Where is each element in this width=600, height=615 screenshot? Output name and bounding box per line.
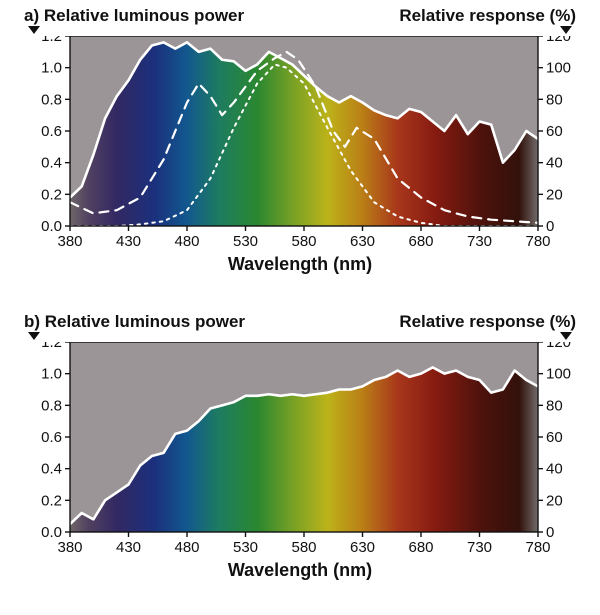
panel-b-tag: b) [24, 312, 40, 331]
svg-text:730: 730 [467, 539, 492, 556]
panel-a-right-label: Relative response (%) [399, 6, 576, 26]
svg-text:730: 730 [467, 233, 492, 250]
svg-text:120: 120 [546, 342, 571, 351]
svg-text:780: 780 [525, 539, 550, 556]
svg-text:780: 780 [525, 233, 550, 250]
panel-a: a) Relative luminous power Relative resp… [18, 6, 582, 254]
triangle-down-marker-icon [28, 332, 40, 340]
svg-text:0.2: 0.2 [41, 492, 62, 509]
svg-text:40: 40 [546, 155, 563, 172]
panel-b: b) Relative luminous power Relative resp… [18, 312, 582, 560]
page: a) Relative luminous power Relative resp… [0, 0, 600, 615]
svg-text:1.2: 1.2 [41, 36, 62, 45]
panel-a-xlabel: Wavelength (nm) [18, 254, 582, 275]
svg-text:0.8: 0.8 [41, 397, 62, 414]
triangle-down-marker-icon [560, 26, 572, 34]
svg-text:1.2: 1.2 [41, 342, 62, 351]
svg-text:480: 480 [174, 539, 199, 556]
svg-text:0.2: 0.2 [41, 186, 62, 203]
svg-text:100: 100 [546, 366, 571, 383]
panel-a-svg: 0.00.20.40.60.81.01.20204060801001203804… [18, 36, 582, 254]
svg-text:80: 80 [546, 397, 563, 414]
svg-text:480: 480 [174, 233, 199, 250]
panel-b-xlabel: Wavelength (nm) [18, 560, 582, 581]
svg-text:630: 630 [350, 539, 375, 556]
panel-b-svg: 0.00.20.40.60.81.01.20204060801001203804… [18, 342, 582, 560]
svg-text:680: 680 [408, 539, 433, 556]
svg-text:0.6: 0.6 [41, 123, 62, 140]
panel-b-plot: 0.00.20.40.60.81.01.20204060801001203804… [18, 342, 582, 560]
svg-text:40: 40 [546, 461, 563, 478]
svg-text:530: 530 [233, 539, 258, 556]
panel-b-left-label: b) Relative luminous power [24, 312, 245, 332]
svg-text:60: 60 [546, 123, 563, 140]
svg-text:0.4: 0.4 [41, 461, 62, 478]
panel-b-left-text: Relative luminous power [45, 312, 245, 331]
svg-text:120: 120 [546, 36, 571, 45]
svg-text:580: 580 [291, 539, 316, 556]
panel-a-tag: a) [24, 6, 39, 25]
svg-text:0.4: 0.4 [41, 155, 62, 172]
svg-text:1.0: 1.0 [41, 366, 62, 383]
svg-text:380: 380 [57, 233, 82, 250]
panel-a-left-label: a) Relative luminous power [24, 6, 244, 26]
svg-text:430: 430 [116, 539, 141, 556]
svg-text:530: 530 [233, 233, 258, 250]
svg-text:630: 630 [350, 233, 375, 250]
svg-text:20: 20 [546, 492, 563, 509]
svg-text:430: 430 [116, 233, 141, 250]
svg-text:680: 680 [408, 233, 433, 250]
triangle-down-marker-icon [560, 332, 572, 340]
panel-a-plot: 0.00.20.40.60.81.01.20204060801001203804… [18, 36, 582, 254]
panel-b-header: b) Relative luminous power Relative resp… [18, 312, 582, 342]
svg-text:0.6: 0.6 [41, 429, 62, 446]
panel-a-header: a) Relative luminous power Relative resp… [18, 6, 582, 36]
svg-text:380: 380 [57, 539, 82, 556]
svg-text:1.0: 1.0 [41, 60, 62, 77]
svg-text:580: 580 [291, 233, 316, 250]
panel-b-right-label: Relative response (%) [399, 312, 576, 332]
svg-text:80: 80 [546, 91, 563, 108]
svg-text:60: 60 [546, 429, 563, 446]
panel-a-left-text: Relative luminous power [44, 6, 244, 25]
svg-text:20: 20 [546, 186, 563, 203]
svg-text:0.8: 0.8 [41, 91, 62, 108]
triangle-down-marker-icon [28, 26, 40, 34]
svg-text:100: 100 [546, 60, 571, 77]
